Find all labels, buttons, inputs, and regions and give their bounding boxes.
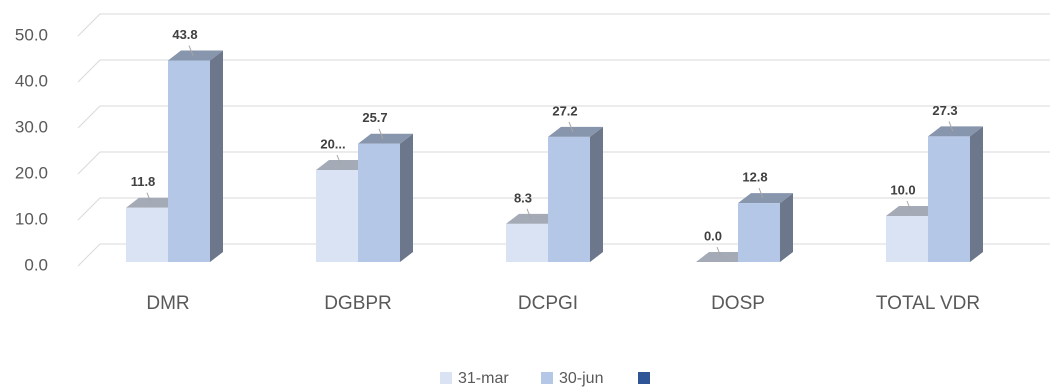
leader-line [378,128,384,139]
bar [928,126,983,262]
leader-line [146,192,152,203]
grid-line [77,13,1050,37]
y-tick-label: 10.0 [15,209,48,228]
leader-line [948,121,954,132]
y-tick-label: 20.0 [15,163,48,182]
bar [548,126,603,262]
value-label: 27.3 [932,103,957,118]
legend-label: 30-jun [559,370,603,387]
value-label: 43.8 [172,27,197,42]
value-label: 11.8 [131,174,156,189]
bar-side [970,126,983,262]
bar-front [548,136,590,262]
y-tick-label: 40.0 [15,71,48,90]
x-tick-label: DGBPR [324,293,392,314]
bar-front [168,60,210,262]
bar-top [696,252,751,262]
bar-top [168,50,223,61]
leader-line [716,246,722,258]
bar [168,50,223,262]
leader-line [906,200,912,212]
grid-line [77,243,1050,267]
grid-line [77,59,1050,83]
leader-line [188,45,194,56]
bar-side [780,193,793,262]
bar-front [126,207,168,262]
bar-top [316,160,371,170]
bar-top [928,126,983,137]
bar-front [738,203,780,262]
value-label: 10.0 [890,182,915,197]
legend-swatch [440,372,452,384]
legend-label: 31-mar [458,370,509,387]
bar-top [738,193,793,204]
bar-top [506,213,561,224]
value-label: 12.8 [742,170,767,185]
x-tick-label: DCPGI [518,293,578,314]
y-tick-label: 0.0 [24,255,48,274]
leader-line [336,154,342,166]
x-tick-label: TOTAL VDR [876,293,980,314]
leader-line [526,208,532,220]
bar-top [358,133,413,144]
legend-swatch [541,372,553,384]
bar-front [506,223,548,262]
bar-top [886,206,941,216]
bar-top [126,197,181,208]
bar [358,133,413,262]
value-label: 8.3 [514,190,532,205]
bar-front [358,143,400,262]
x-tick-label: DOSP [711,293,765,314]
grid-line [77,197,1050,221]
value-label: 27.2 [552,103,577,118]
value-label: 0.0 [704,228,722,243]
bar-front [886,216,928,262]
value-label: 20... [320,136,345,151]
y-tick-label: 30.0 [15,117,48,136]
leader-line [758,187,764,199]
y-tick-label: 50.0 [15,25,48,44]
grid-line [77,151,1050,175]
grid-line [77,105,1050,129]
legend-swatch [638,372,650,384]
bar-side [400,133,413,262]
x-tick-label: DMR [146,293,189,314]
bar-front [316,170,358,262]
leader-line [568,121,574,133]
value-label: 25.7 [362,110,387,125]
bar-top [548,126,603,137]
bar [696,252,751,262]
bar [738,193,793,262]
bar-front [928,136,970,262]
bar-side [590,126,603,262]
bar-side [210,50,223,262]
